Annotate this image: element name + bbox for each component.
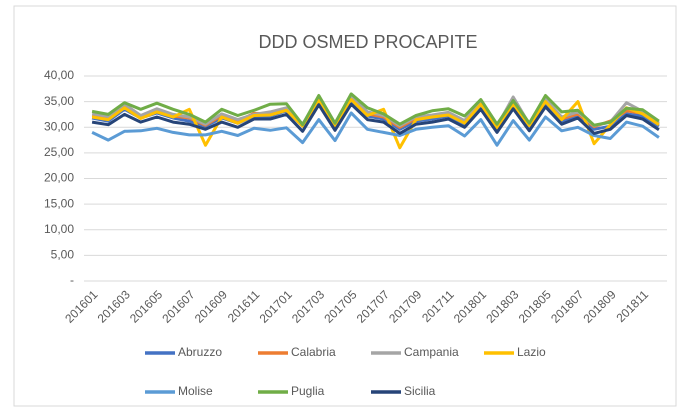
legend-label: Sicilia xyxy=(404,384,436,398)
series-line xyxy=(91,92,660,127)
chart-title: DDD OSMED PROCAPITE xyxy=(258,32,477,52)
y-tick-label: - xyxy=(70,273,74,287)
legend-label: Abruzzo xyxy=(178,345,222,359)
y-tick-label: 40,00 xyxy=(44,68,74,82)
legend-label: Puglia xyxy=(291,384,325,398)
series-line xyxy=(91,111,660,147)
series-line xyxy=(91,102,660,135)
y-tick-label: 5,00 xyxy=(51,248,75,262)
y-tick-label: 35,00 xyxy=(44,94,74,108)
chart-frame xyxy=(13,5,677,407)
legend-label: Molise xyxy=(178,384,213,398)
y-tick-label: 15,00 xyxy=(44,196,74,210)
legend-label: Lazio xyxy=(517,345,546,359)
y-tick-label: 10,00 xyxy=(44,222,74,236)
series-line xyxy=(91,99,660,131)
legend-label: Campania xyxy=(404,345,459,359)
y-tick-label: 20,00 xyxy=(44,171,74,185)
y-tick-label: 25,00 xyxy=(44,145,74,159)
y-tick-label: 30,00 xyxy=(44,119,74,133)
legend-label: Calabria xyxy=(291,345,336,359)
